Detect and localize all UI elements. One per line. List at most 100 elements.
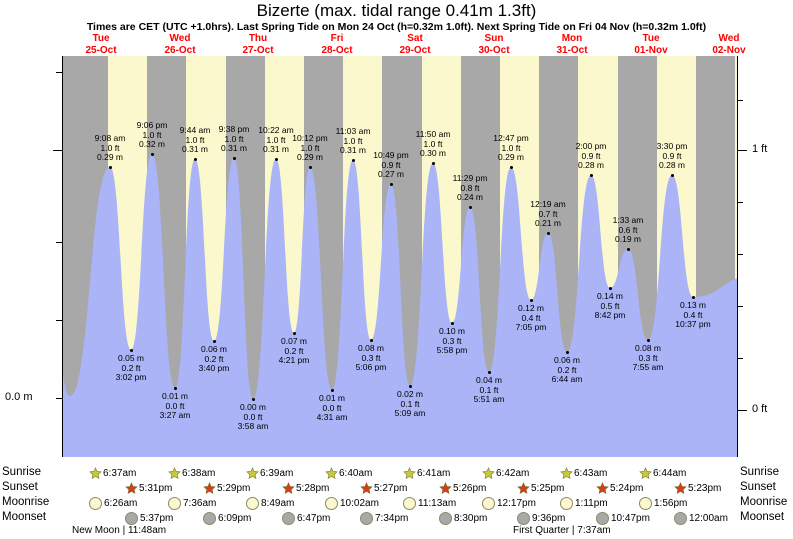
axis-tick (738, 358, 743, 359)
tide-height-ft: 0.0 ft (165, 400, 185, 411)
tide-height-m: 0.02 m (397, 389, 423, 399)
tide-time: 3:58 am (237, 421, 269, 432)
moonset-entry: 7:34pm (360, 512, 408, 525)
low-tide-label: 0.01 m 0.0 ft 4:31 am (299, 393, 365, 423)
tide-height-ft: 0.0 ft (243, 411, 263, 422)
sunset-time: 5:25pm (531, 483, 565, 494)
tide-height-ft: 0.9 ft (662, 150, 682, 161)
moonrise-entry: 8:49am (246, 497, 294, 510)
sunset-star-icon (439, 482, 452, 495)
day-weekday: Sat (407, 33, 423, 44)
moonrise-entry: 1:56pm (639, 497, 687, 510)
sunset-entry: 5:27pm (360, 482, 407, 495)
tide-height-ft: 0.3 ft (361, 352, 381, 363)
tide-height-ft: 1.0 ft (343, 135, 363, 146)
tide-height-ft: 0.0 ft (322, 402, 342, 413)
low-tide-marker (566, 351, 569, 354)
sunrise-entry: 6:44am (639, 467, 686, 480)
row-label-right-sunrise: Sunrise (740, 466, 779, 478)
low-tide-marker (331, 389, 334, 392)
tide-height-m: 0.24 m (457, 192, 483, 203)
tide-height-m: 0.01 m (162, 391, 188, 401)
moonrise-circle-icon (482, 497, 495, 510)
moonset-entry: 12:00am (674, 512, 728, 525)
low-tide-label: 0.01 m 0.0 ft 3:27 am (142, 391, 208, 421)
water-fill (62, 154, 737, 457)
tide-height-m: 0.06 m (201, 344, 227, 354)
tide-height-ft: 1.0 ft (300, 142, 320, 153)
sunrise-entry: 6:41am (403, 467, 450, 480)
low-tide-marker (609, 287, 612, 290)
high-tide-marker (233, 157, 236, 160)
daylight-band-16 (735, 56, 737, 457)
sunset-entry: 5:24pm (596, 482, 643, 495)
tide-height-ft: 0.2 ft (284, 345, 304, 356)
moonrise-time: 8:49am (261, 498, 295, 509)
tide-time: 3:30 pm (656, 141, 688, 151)
moonset-time: 9:36pm (532, 513, 566, 524)
moonrise-time: 11:13am (418, 498, 457, 509)
low-tide-marker (451, 322, 454, 325)
high-tide-marker (432, 162, 435, 165)
tide-time: 3:40 pm (198, 363, 230, 374)
low-tide-label: 0.08 m 0.3 ft 7:55 am (615, 343, 681, 373)
moonrise-circle-icon (89, 497, 102, 510)
tide-time: 9:44 am (179, 125, 211, 135)
tide-time: 5:09 am (394, 408, 426, 419)
day-date: 31-Oct (556, 44, 588, 56)
tide-height-ft: 0.3 ft (442, 335, 462, 346)
moonset-time: 10:47pm (611, 513, 650, 524)
moonrise-circle-icon (639, 497, 652, 510)
low-tide-label: 0.07 m 0.2 ft 4:21 pm (261, 336, 327, 366)
tide-time: 9:38 pm (218, 124, 250, 134)
tide-time: 4:21 pm (278, 355, 310, 366)
moonrise-entry: 6:26am (89, 497, 137, 510)
high-tide-marker (590, 174, 593, 177)
tide-height-ft: 0.1 ft (400, 398, 420, 409)
axis-tick (56, 398, 62, 399)
tide-time: 7:05 pm (515, 322, 547, 333)
tide-height-ft: 1.0 ft (100, 142, 120, 153)
sunrise-time: 6:41am (417, 468, 451, 479)
sunrise-star-icon (560, 467, 573, 480)
tide-height-ft: 1.0 ft (185, 134, 205, 145)
low-tide-label: 0.00 m 0.0 ft 3:58 am (220, 402, 286, 432)
tide-time: 5:06 pm (355, 362, 387, 373)
tide-height-ft: 0.2 ft (557, 364, 577, 375)
high-tide-label: 12:19 am 0.7 ft 0.21 m (515, 199, 581, 229)
high-tide-label: 10:22 am 1.0 ft 0.31 m (243, 125, 309, 155)
low-tide-label: 0.13 m 0.4 ft 10:37 pm (660, 300, 726, 330)
tide-water-curve (62, 154, 737, 457)
moonset-time: 6:47pm (297, 513, 331, 524)
low-tide-label: 0.12 m 0.4 ft 7:05 pm (498, 303, 564, 333)
day-header-28-oct: Fri 28-Oct (297, 33, 377, 56)
tide-height-m: 0.05 m (118, 353, 144, 363)
high-tide-label: 3:30 pm 0.9 ft 0.28 m (639, 141, 705, 171)
y-axis-left (62, 56, 63, 457)
day-weekday: Sun (484, 33, 504, 44)
tide-height-m: 0.01 m (319, 393, 345, 403)
sunset-entry: 5:29pm (203, 482, 250, 495)
sunrise-time: 6:40am (339, 468, 373, 479)
moonrise-circle-icon (246, 497, 259, 510)
sunrise-time: 6:42am (496, 468, 530, 479)
moonrise-circle-icon (168, 497, 181, 510)
moonset-time: 7:34pm (375, 513, 409, 524)
low-tide-label: 0.08 m 0.3 ft 5:06 pm (338, 343, 404, 373)
tide-time: 7:55 am (632, 362, 664, 373)
sunset-entry: 5:26pm (439, 482, 486, 495)
axis-tick (56, 242, 62, 243)
sunrise-entry: 6:39am (246, 467, 293, 480)
moonset-time: 8:30pm (454, 513, 488, 524)
tide-time: 10:22 am (258, 125, 294, 135)
low-tide-marker (692, 296, 695, 299)
tide-height-ft: 1.0 ft (224, 133, 244, 144)
tide-height-ft: 0.8 ft (460, 182, 480, 193)
sunrise-star-icon (89, 467, 102, 480)
day-header-25-oct: Tue 25-Oct (61, 33, 141, 56)
low-tide-label: 0.14 m 0.5 ft 8:42 pm (577, 291, 643, 321)
sunset-star-icon (282, 482, 295, 495)
tide-height-m: 0.31 m (221, 143, 247, 154)
day-header-29-oct: Sat 29-Oct (375, 33, 455, 56)
